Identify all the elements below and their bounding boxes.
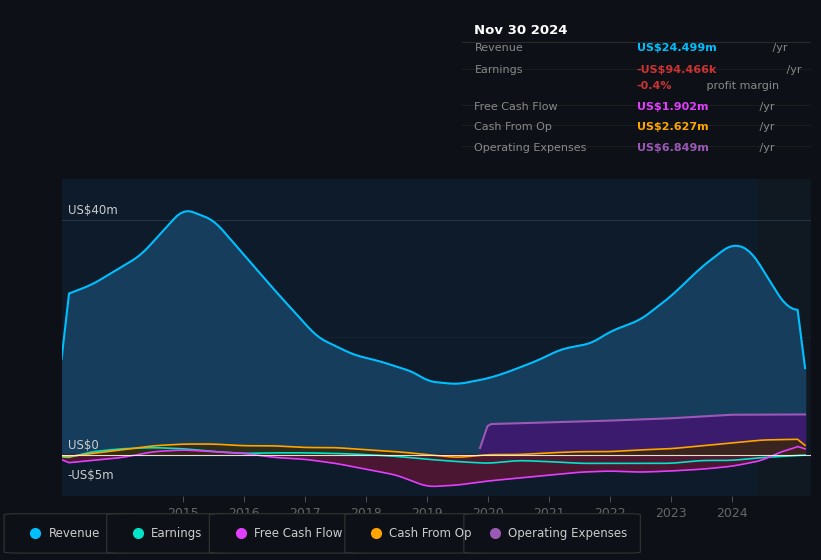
Text: Free Cash Flow: Free Cash Flow <box>254 527 342 540</box>
Text: US$0: US$0 <box>67 439 99 452</box>
Text: -0.4%: -0.4% <box>637 81 672 91</box>
Text: Revenue: Revenue <box>48 527 100 540</box>
Text: Nov 30 2024: Nov 30 2024 <box>475 24 568 38</box>
Text: /yr: /yr <box>756 122 774 132</box>
Text: /yr: /yr <box>769 43 788 53</box>
Text: Earnings: Earnings <box>151 527 203 540</box>
Text: Operating Expenses: Operating Expenses <box>508 527 627 540</box>
FancyBboxPatch shape <box>107 514 234 553</box>
Text: Free Cash Flow: Free Cash Flow <box>475 102 558 111</box>
Text: Cash From Op: Cash From Op <box>389 527 471 540</box>
Text: US$2.627m: US$2.627m <box>637 122 709 132</box>
FancyBboxPatch shape <box>4 514 131 553</box>
Text: /yr: /yr <box>782 66 801 76</box>
Text: US$1.902m: US$1.902m <box>637 102 709 111</box>
FancyBboxPatch shape <box>345 514 488 553</box>
Text: Earnings: Earnings <box>475 66 523 76</box>
Bar <box>758 179 811 496</box>
Text: US$40m: US$40m <box>67 204 117 217</box>
Text: Operating Expenses: Operating Expenses <box>475 143 587 153</box>
FancyBboxPatch shape <box>464 514 640 553</box>
Text: Revenue: Revenue <box>475 43 523 53</box>
Text: Cash From Op: Cash From Op <box>475 122 553 132</box>
Text: /yr: /yr <box>756 102 774 111</box>
Text: US$24.499m: US$24.499m <box>637 43 717 53</box>
Text: profit margin: profit margin <box>703 81 779 91</box>
Text: -US$94.466k: -US$94.466k <box>637 66 717 76</box>
Text: US$6.849m: US$6.849m <box>637 143 709 153</box>
FancyBboxPatch shape <box>209 514 369 553</box>
Text: -US$5m: -US$5m <box>67 469 114 482</box>
Text: /yr: /yr <box>756 143 774 153</box>
